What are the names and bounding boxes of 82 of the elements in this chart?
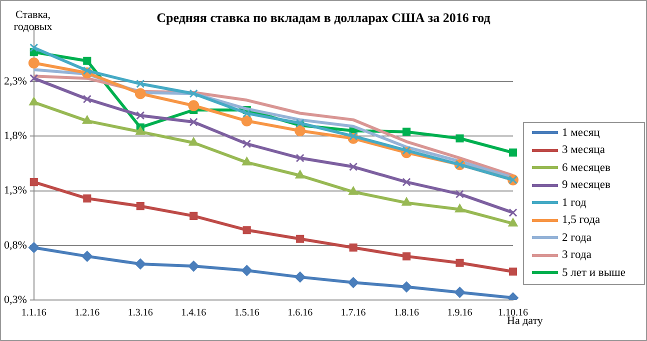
legend-label: 1,5 года: [562, 214, 600, 226]
point: [508, 208, 518, 217]
point: [241, 265, 252, 276]
point: [134, 88, 146, 100]
legend-label: 1 месяц: [562, 126, 600, 139]
chart-title: Средняя ставка по вкладам в долларах США за 2016 год: [156, 10, 490, 25]
legend-label: 3 года: [562, 249, 592, 262]
point: [402, 146, 411, 155]
point: [349, 244, 358, 252]
point: [348, 277, 359, 288]
point: [349, 132, 358, 140]
x-tick-label: 1.7.16: [340, 308, 366, 319]
point: [456, 258, 464, 267]
point: [188, 100, 200, 112]
point: [401, 281, 412, 292]
point: [454, 204, 465, 212]
x-tick-label: 1.5.16: [234, 308, 260, 319]
y-tick-label: 2,3%: [4, 75, 27, 88]
point: [136, 126, 146, 135]
point: [188, 137, 198, 146]
point: [29, 96, 39, 106]
x-tick-label: 1.2.16: [74, 308, 100, 319]
point: [296, 154, 304, 162]
point: [30, 43, 38, 52]
point: [82, 66, 92, 75]
legend-label: 6 месяцев: [562, 162, 610, 174]
point: [294, 125, 306, 136]
y-axis-title: Ставка, годовых: [12, 9, 54, 33]
point: [296, 234, 304, 243]
point: [349, 162, 358, 172]
point: [242, 108, 252, 118]
point: [294, 272, 306, 283]
point: [189, 118, 198, 126]
point: [136, 80, 145, 88]
point: [189, 89, 198, 98]
legend-label: 3 месяца: [562, 144, 605, 156]
point: [402, 197, 412, 206]
legend-label: 9 месяцев: [562, 179, 610, 192]
point: [30, 178, 38, 186]
legend-label: 5 лет и выше: [562, 266, 626, 279]
x-tick-label: 1.6.16: [288, 308, 313, 319]
point: [241, 115, 252, 126]
y-tick-label: 0,3%: [4, 294, 27, 306]
point: [242, 140, 252, 148]
x-tick-label: 1.8.16: [394, 308, 420, 319]
x-tick-label: 1.4.16: [181, 308, 206, 319]
point: [402, 252, 411, 260]
point: [82, 115, 92, 124]
point: [508, 148, 518, 157]
point: [136, 202, 144, 210]
point: [30, 74, 38, 83]
y-tick-label: 1,3%: [4, 184, 27, 197]
point: [82, 250, 93, 262]
point: [402, 128, 411, 136]
point: [83, 194, 92, 202]
point: [508, 268, 518, 276]
point: [402, 178, 411, 186]
point: [190, 212, 198, 220]
y-tick-label: 1,8%: [4, 130, 27, 142]
point: [454, 286, 466, 298]
point: [28, 58, 40, 69]
point: [242, 156, 252, 166]
x-axis-title: На дату: [507, 315, 543, 327]
point: [136, 111, 145, 120]
legend-label: 2 года: [562, 232, 592, 244]
point: [83, 56, 92, 65]
x-tick-label: 1.9.16: [447, 308, 472, 319]
y-tick-label: 0,8%: [4, 239, 27, 252]
point: [456, 134, 464, 142]
point: [188, 260, 200, 272]
legend-label: 1 год: [562, 196, 586, 209]
point: [295, 170, 305, 179]
point: [28, 242, 40, 254]
point: [82, 94, 92, 104]
point: [242, 226, 251, 234]
point: [296, 118, 304, 128]
point: [508, 218, 518, 227]
x-tick-label: 1.3.16: [128, 308, 153, 319]
point: [348, 186, 358, 195]
point: [134, 258, 146, 270]
point: [455, 190, 464, 198]
x-tick-label: 1.1.16: [21, 308, 46, 319]
